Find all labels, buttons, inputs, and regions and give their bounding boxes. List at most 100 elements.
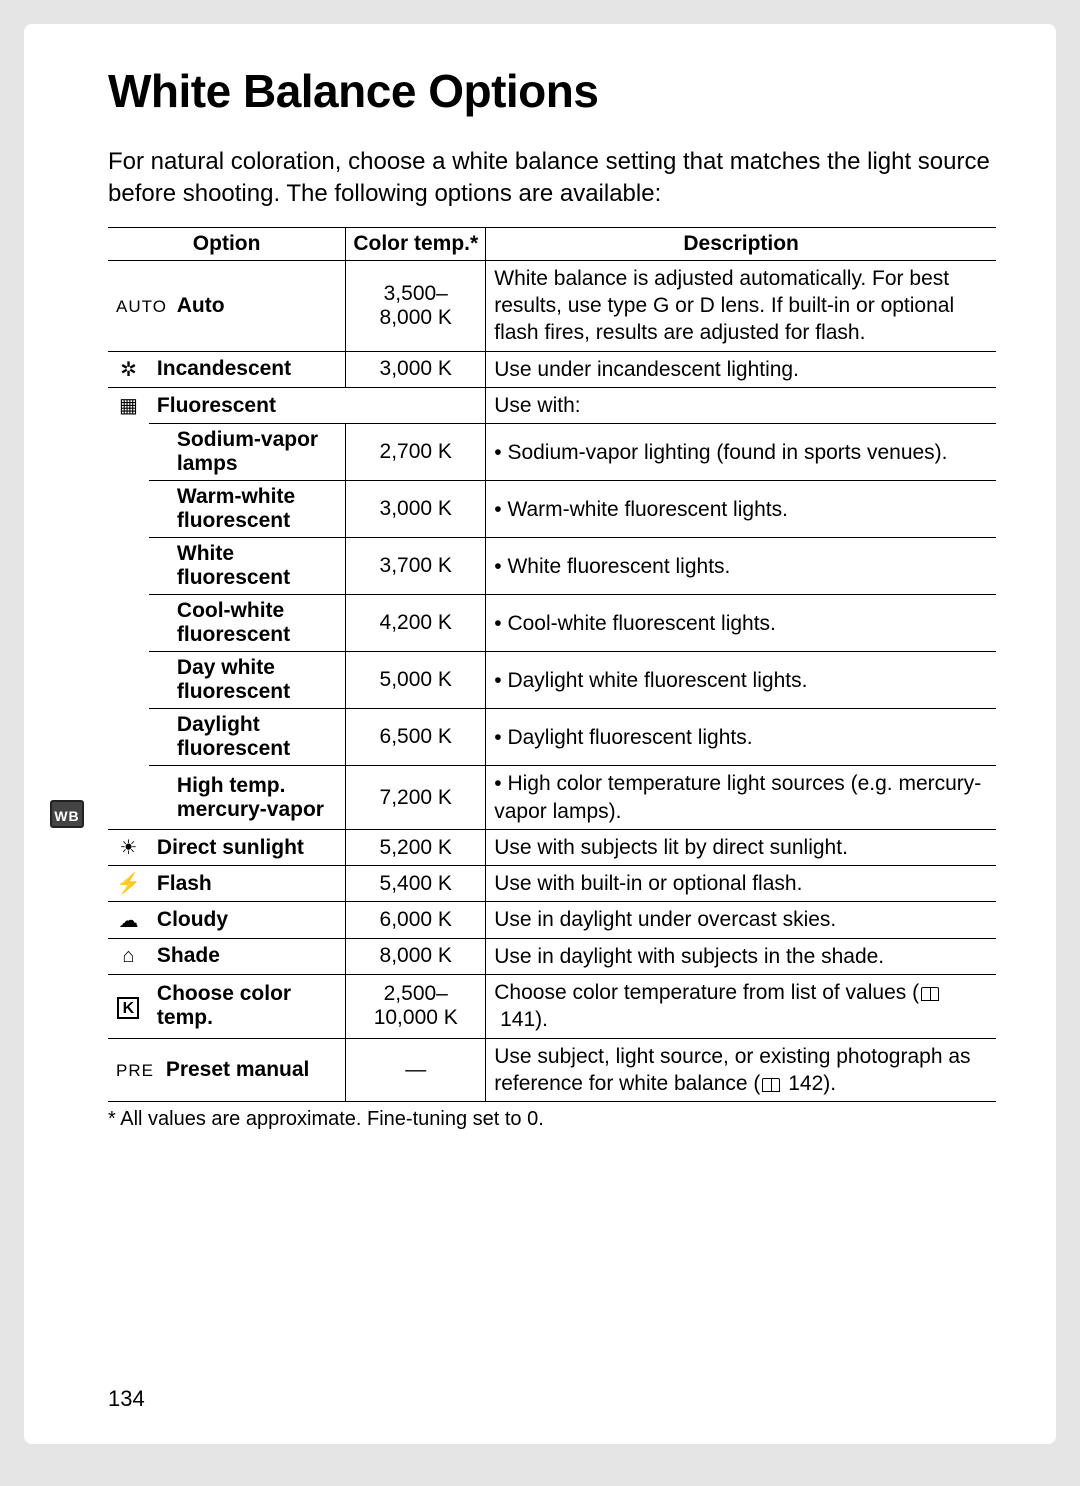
option-name: Choose color temp. <box>149 975 346 1039</box>
description-cell: Warm-white fluorescent lights. <box>486 481 996 538</box>
table-row: Daylight fluorescent 6,500 K Daylight fl… <box>108 709 996 766</box>
colortemp-cell: 8,000 K <box>346 938 486 974</box>
page-title: White Balance Options <box>108 64 996 118</box>
option-name: Fluorescent <box>149 387 486 423</box>
colortemp-cell: 5,000 K <box>346 652 486 709</box>
colortemp-cell: 2,500– 10,000 K <box>346 975 486 1039</box>
option-cell: PRE Preset manual <box>108 1038 346 1102</box>
option-name: Flash <box>149 866 346 902</box>
shade-icon: ⌂ <box>108 938 149 974</box>
sub-option-name: Cool-white fluorescent <box>149 595 346 652</box>
description-cell: Sodium-vapor lighting (found in sports v… <box>486 424 996 481</box>
table-row: White fluorescent 3,700 K White fluoresc… <box>108 538 996 595</box>
colortemp-cell: 6,500 K <box>346 709 486 766</box>
footnote: * All values are approximate. Fine-tunin… <box>108 1108 996 1131</box>
description-cell: High color temperature light sources (e.… <box>486 766 996 830</box>
option-name: Shade <box>149 938 346 974</box>
sub-option-name: White fluorescent <box>149 538 346 595</box>
wb-tab-badge: WB <box>50 800 84 828</box>
sub-option-name: Warm-white fluorescent <box>149 481 346 538</box>
k-icon: K <box>108 975 149 1039</box>
description-cell: White fluorescent lights. <box>486 538 996 595</box>
table-row: High temp. mercury-vapor 7,200 K High co… <box>108 766 996 830</box>
description-cell: Use with: <box>486 387 996 423</box>
description-cell: Daylight fluorescent lights. <box>486 709 996 766</box>
empty-icon-cell <box>108 424 149 481</box>
description-cell: Use subject, light source, or existing p… <box>486 1038 996 1102</box>
table-row: ⚡ Flash 5,400 K Use with built-in or opt… <box>108 866 996 902</box>
table-row: ☁ Cloudy 6,000 K Use in daylight under o… <box>108 902 996 938</box>
colortemp-cell: 3,000 K <box>346 351 486 387</box>
white-balance-table: Option Color temp.* Description AUTO Aut… <box>108 227 996 1102</box>
description-cell: Use with subjects lit by direct sunlight… <box>486 829 996 865</box>
table-row: ☀ Direct sunlight 5,200 K Use with subje… <box>108 829 996 865</box>
auto-tag: AUTO <box>116 297 167 316</box>
colortemp-cell: 6,000 K <box>346 902 486 938</box>
option-name: Incandescent <box>149 351 346 387</box>
table-header-row: Option Color temp.* Description <box>108 227 996 260</box>
desc-pre: Use subject, light source, or existing p… <box>494 1045 970 1095</box>
option-cell: AUTO Auto <box>108 260 346 351</box>
fluorescent-icon: ▦ <box>108 387 149 423</box>
empty-icon-cell <box>108 766 149 830</box>
colortemp-cell: 3,000 K <box>346 481 486 538</box>
header-colortemp: Color temp.* <box>346 227 486 260</box>
description-cell: Use with built-in or optional flash. <box>486 866 996 902</box>
table-row: AUTO Auto 3,500– 8,000 K White balance i… <box>108 260 996 351</box>
desc-ref: 142 <box>788 1072 823 1095</box>
manual-ref-icon <box>921 987 939 1001</box>
description-cell: Choose color temperature from list of va… <box>486 975 996 1039</box>
colortemp-cell: 3,500– 8,000 K <box>346 260 486 351</box>
intro-paragraph: For natural coloration, choose a white b… <box>108 146 996 211</box>
colortemp-cell: 5,200 K <box>346 829 486 865</box>
empty-icon-cell <box>108 709 149 766</box>
description-cell: Cool-white fluorescent lights. <box>486 595 996 652</box>
sub-option-name: Sodium-vapor lamps <box>149 424 346 481</box>
colortemp-cell: — <box>346 1038 486 1102</box>
sub-option-name: Day white fluorescent <box>149 652 346 709</box>
desc-post: ). <box>823 1072 836 1095</box>
option-name: Preset manual <box>166 1058 310 1081</box>
table-row: PRE Preset manual — Use subject, light s… <box>108 1038 996 1102</box>
description-cell: Daylight white fluorescent lights. <box>486 652 996 709</box>
desc-post: ). <box>535 1008 548 1031</box>
sub-option-name: Daylight fluorescent <box>149 709 346 766</box>
table-row: ▦ Fluorescent Use with: <box>108 387 996 423</box>
header-option: Option <box>108 227 346 260</box>
incandescent-icon: ✲ <box>108 351 149 387</box>
description-cell: White balance is adjusted automatically.… <box>486 260 996 351</box>
table-row: Day white fluorescent 5,000 K Daylight w… <box>108 652 996 709</box>
desc-ref: 141 <box>500 1008 535 1031</box>
header-description: Description <box>486 227 996 260</box>
colortemp-cell: 5,400 K <box>346 866 486 902</box>
option-name: Auto <box>177 294 225 317</box>
table-row: Warm-white fluorescent 3,000 K Warm-whit… <box>108 481 996 538</box>
description-cell: Use in daylight with subjects in the sha… <box>486 938 996 974</box>
colortemp-cell: 2,700 K <box>346 424 486 481</box>
description-cell: Use under incandescent lighting. <box>486 351 996 387</box>
desc-pre: Choose color temperature from list of va… <box>494 981 919 1004</box>
empty-icon-cell <box>108 595 149 652</box>
table-row: ✲ Incandescent 3,000 K Use under incande… <box>108 351 996 387</box>
pre-tag: PRE <box>116 1061 154 1080</box>
cloud-icon: ☁ <box>108 902 149 938</box>
sun-icon: ☀ <box>108 829 149 865</box>
page-number: 134 <box>108 1386 145 1412</box>
table-row: Sodium-vapor lamps 2,700 K Sodium-vapor … <box>108 424 996 481</box>
manual-page: WB White Balance Options For natural col… <box>24 24 1056 1444</box>
colortemp-cell: 4,200 K <box>346 595 486 652</box>
empty-icon-cell <box>108 481 149 538</box>
option-name: Direct sunlight <box>149 829 346 865</box>
table-row: Cool-white fluorescent 4,200 K Cool-whit… <box>108 595 996 652</box>
description-cell: Use in daylight under overcast skies. <box>486 902 996 938</box>
colortemp-cell: 7,200 K <box>346 766 486 830</box>
sub-option-name: High temp. mercury-vapor <box>149 766 346 830</box>
colortemp-cell: 3,700 K <box>346 538 486 595</box>
manual-ref-icon <box>762 1078 780 1092</box>
flash-icon: ⚡ <box>108 866 149 902</box>
empty-icon-cell <box>108 652 149 709</box>
empty-icon-cell <box>108 538 149 595</box>
option-name: Cloudy <box>149 902 346 938</box>
table-row: K Choose color temp. 2,500– 10,000 K Cho… <box>108 975 996 1039</box>
table-row: ⌂ Shade 8,000 K Use in daylight with sub… <box>108 938 996 974</box>
